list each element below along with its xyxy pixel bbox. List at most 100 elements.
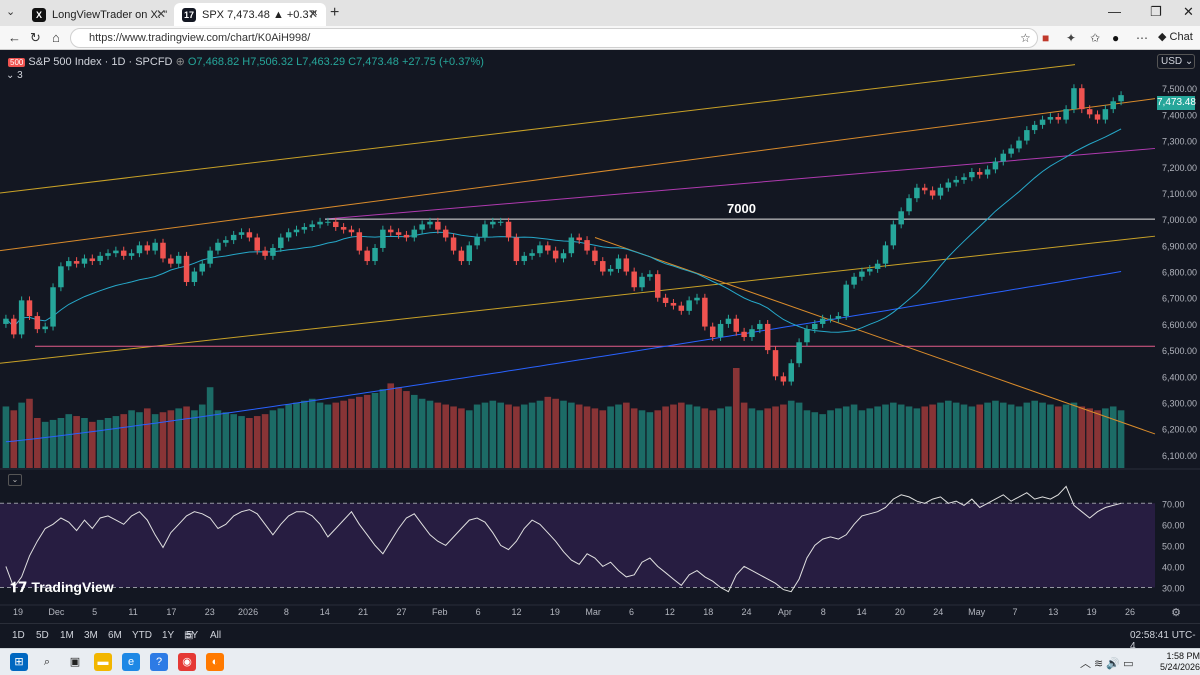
chart-canvas[interactable]: 7000 6,100.00 6,200.00 6,300.00 6,400.00 6,50… [0,50,1200,648]
volume-bar [968,406,976,468]
range-button-3m[interactable]: 3M [84,630,98,641]
candle [969,172,975,178]
file-explorer-icon[interactable]: ▬ [94,653,112,671]
volume-bar [379,389,387,468]
volume-bar [308,398,316,468]
volume-bar [780,404,787,468]
edge-icon[interactable]: e [122,653,140,671]
range-button-all[interactable]: All [210,630,222,641]
ma-50-line [5,128,1122,333]
help-icon[interactable]: ? [150,653,168,671]
chrome-icon[interactable]: ◉ [178,653,196,671]
volume-bar [293,402,300,468]
volume-bar [89,421,96,468]
volume-bar [497,402,504,468]
candle [1047,117,1054,120]
candle [1039,119,1046,125]
maximize-icon[interactable]: ❐ [1150,4,1162,19]
price-tick-label: 6,700.00 [1162,294,1197,304]
tab-actions-icon[interactable]: ⌄ [6,6,16,18]
back-icon[interactable]: ← [8,30,21,45]
tab-tradingview[interactable]: 17 SPX 7,473.48 ▲ +0.37% Unnamed ✕ [174,3,326,26]
favorite-star-icon[interactable]: ☆ [1020,31,1031,45]
rsi-pane-toggle[interactable]: ⌄ [8,474,22,486]
volume-bar [481,402,489,468]
candle [301,227,308,230]
home-icon[interactable]: ⌂ [52,30,60,45]
volume-bar [921,406,929,468]
price-tick-label: 7,100.00 [1162,189,1197,199]
candle [874,263,881,269]
extension-icon[interactable]: ■ [1042,31,1050,45]
range-button-1m[interactable]: 1M [60,630,74,641]
candle [458,250,465,262]
time-tick-label: 11 [128,607,137,617]
volume-bar [285,404,292,468]
candle [105,253,111,256]
candle [183,255,190,283]
price-tick-label: 7,300.00 [1162,137,1197,147]
tradingview-chart[interactable]: 7000 6,100.00 6,200.00 6,300.00 6,400.00 6,50… [0,50,1200,652]
extensions-puzzle-icon[interactable]: ✦ [1066,31,1077,45]
volume-bar [795,402,803,468]
search-icon[interactable]: ⌕ [43,656,51,668]
candle [34,316,41,330]
candle [882,245,889,264]
tab-longviewtrader[interactable]: X LongViewTrader on X: "$SPX daily ✕ [24,3,174,26]
close-tab-icon[interactable]: ✕ [307,7,318,21]
indicator-collapse[interactable]: ⌄ 3 [6,70,23,81]
volume-bar [65,414,73,468]
volume-bar [1007,404,1015,468]
range-button-ytd[interactable]: YTD [132,630,152,641]
symbol-label[interactable]: S&P 500 Index · 1D · SPCFD [28,56,173,68]
task-view-icon[interactable]: ▣ [69,656,81,668]
volume-bar [960,404,968,468]
firefox-icon[interactable]: ◐ [206,653,224,671]
copilot-chat-button[interactable]: ◆ Chat [1158,31,1193,43]
volume-bar [897,404,905,468]
upper-channel-line [0,64,1076,194]
volume-bar [764,408,771,468]
range-button-1d[interactable]: 1D [12,630,25,641]
reload-icon[interactable]: ↻ [30,30,41,45]
candle [152,242,158,251]
candle [144,245,151,251]
range-button-5y[interactable]: 5Y [186,630,199,641]
date-range-icon[interactable]: ▤ [184,630,194,641]
close-window-icon[interactable]: ✕ [1183,4,1194,19]
url-input[interactable]: https://www.tradingview.com/chart/K0AiH9… [70,28,1038,48]
range-button-6m[interactable]: 6M [108,630,122,641]
windows-taskbar: ⊞ ⌕ ▣ ▬ e ? ◉ ◐ ︿ ≋ 🔊 ▭ 1:58 PM 5/24/202… [0,648,1200,675]
volume-bar [945,400,952,468]
candle [1055,117,1061,120]
time-tick-label: 2026 [238,607,258,617]
candle [11,318,17,335]
volume-bar [709,410,717,468]
volume-bar [1070,402,1078,468]
close-tab-icon[interactable]: ✕ [155,7,166,21]
settings-gear-icon: ⚙ [1171,607,1181,619]
favorites-icon[interactable]: ✩ [1090,31,1101,45]
candle [50,287,56,327]
volume-bar [513,406,520,468]
market-status-icon: ⊕ [175,56,185,68]
candle [474,237,480,246]
start-icon[interactable]: ⊞ [10,653,28,671]
range-button-1y[interactable]: 1Y [162,630,175,641]
candle [254,237,260,251]
new-tab-icon[interactable]: + [330,4,340,21]
candle [819,318,826,324]
system-tray[interactable]: ︿ ≋ 🔊 ▭ [1080,658,1134,670]
currency-selector[interactable]: USD ⌄ [1157,54,1195,69]
time-tick-label: 6 [476,607,481,617]
volume-bar [874,406,881,468]
volume-bar [685,404,693,468]
range-button-5d[interactable]: 5D [36,630,49,641]
more-icon[interactable]: ⋯ [1136,31,1148,45]
profile-avatar[interactable]: ● [1112,31,1120,45]
price-tick-label: 6,500.00 [1162,346,1197,356]
minimize-icon[interactable]: — [1108,4,1121,19]
volume-bar [442,404,450,468]
volume-bar [992,400,999,468]
taskbar-clock[interactable]: 1:58 PM 5/24/2026 [1160,651,1200,673]
